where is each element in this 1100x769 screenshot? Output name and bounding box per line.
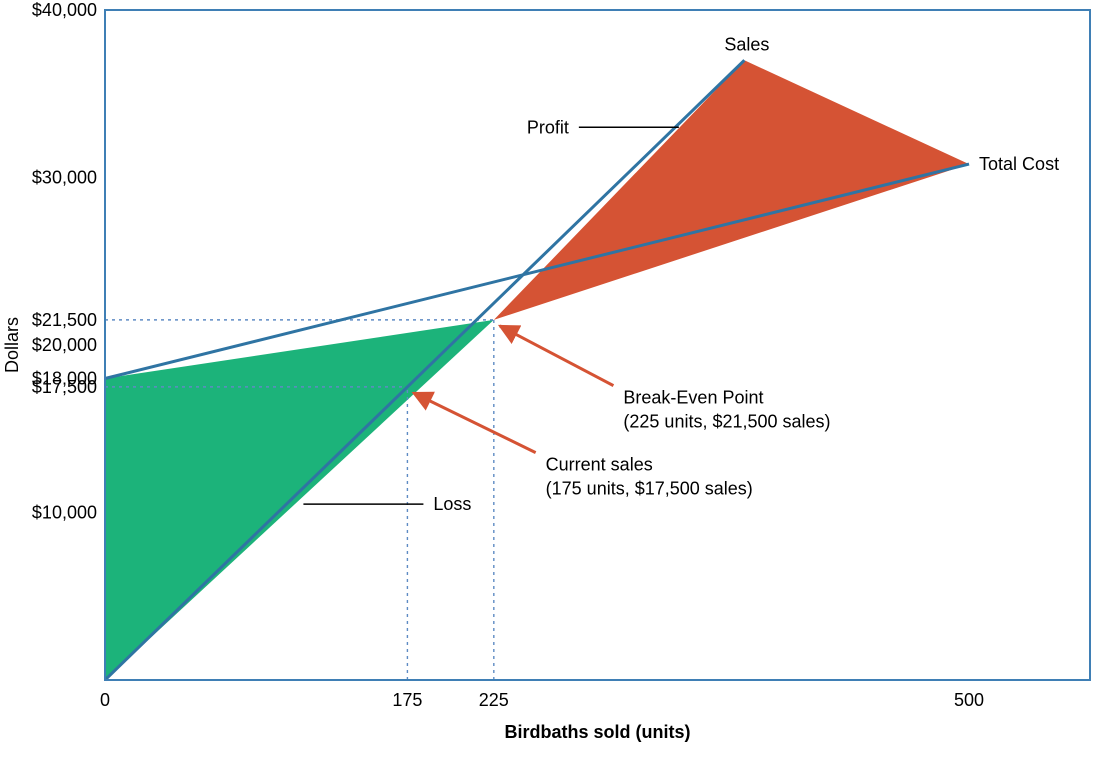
x-axis-title: Birdbaths sold (units) <box>505 722 691 742</box>
breakeven-chart: $10,000$17,500$18,000$20,000$21,500$30,0… <box>0 0 1100 769</box>
x-tick-label: 175 <box>392 690 422 710</box>
x-tick-label: 0 <box>100 690 110 710</box>
y-tick-label: $40,000 <box>32 0 97 20</box>
chart-svg: $10,000$17,500$18,000$20,000$21,500$30,0… <box>0 0 1100 769</box>
sales-label: Sales <box>724 34 769 54</box>
y-tick-label: $18,000 <box>32 369 97 389</box>
profit-label: Profit <box>527 117 569 137</box>
loss-label: Loss <box>433 494 471 514</box>
breakeven-sublabel: (225 units, $21,500 sales) <box>623 412 830 432</box>
y-tick-label: $21,500 <box>32 310 97 330</box>
total-cost-label: Total Cost <box>979 154 1059 174</box>
x-tick-label: 225 <box>479 690 509 710</box>
current-label: Current sales <box>546 455 653 475</box>
y-axis-title: Dollars <box>2 317 22 373</box>
y-tick-label: $30,000 <box>32 168 97 188</box>
breakeven-label: Break-Even Point <box>623 388 763 408</box>
y-tick-label: $20,000 <box>32 335 97 355</box>
x-tick-label: 500 <box>954 690 984 710</box>
y-tick-label: $10,000 <box>32 503 97 523</box>
current-sublabel: (175 units, $17,500 sales) <box>546 479 753 499</box>
